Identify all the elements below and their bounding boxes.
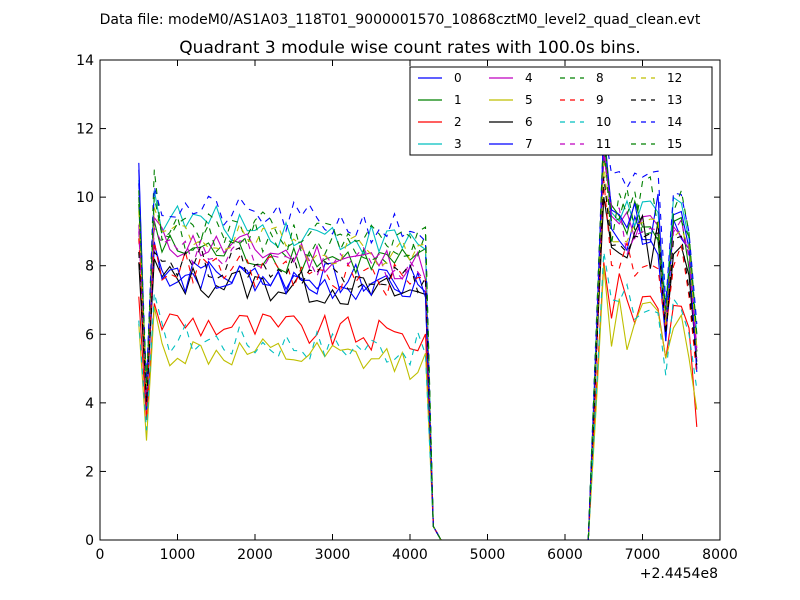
y-tick-label: 10 — [76, 190, 94, 206]
legend-label-11: 11 — [596, 137, 611, 151]
x-tick-label: 3000 — [315, 547, 351, 563]
y-tick-label: 12 — [76, 122, 94, 138]
series-line-10 — [138, 251, 698, 541]
legend-label-12: 12 — [667, 71, 682, 85]
x-tick-label: 1000 — [160, 547, 196, 563]
legend-label-2: 2 — [454, 115, 462, 129]
x-tick-label: 5000 — [470, 547, 506, 563]
legend-box — [409, 66, 713, 156]
y-tick-label: 14 — [76, 53, 94, 69]
legend-label-1: 1 — [454, 93, 462, 107]
y-tick-label: 6 — [85, 327, 94, 343]
x-tick-label: 8000 — [702, 547, 738, 563]
series-line-13 — [138, 176, 698, 541]
legend-label-10: 10 — [596, 115, 611, 129]
legend-label-8: 8 — [596, 71, 604, 85]
legend-label-7: 7 — [525, 137, 533, 151]
series-layer — [138, 125, 698, 541]
chart-title: Quadrant 3 module wise count rates with … — [179, 38, 640, 58]
figure-suptitle: Data file: modeM0/AS1A03_118T01_90000015… — [100, 12, 701, 28]
x-tick-label: 7000 — [625, 547, 661, 563]
series-line-8 — [138, 135, 698, 541]
legend-label-0: 0 — [454, 71, 462, 85]
series-line-2 — [138, 262, 698, 541]
series-line-4 — [138, 145, 698, 541]
series-line-5 — [138, 265, 698, 541]
legend-label-5: 5 — [525, 93, 533, 107]
legend-label-4: 4 — [525, 71, 533, 85]
legend-label-14: 14 — [667, 115, 682, 129]
series-line-14 — [138, 125, 698, 541]
y-tick-label: 4 — [85, 396, 94, 412]
legend-label-3: 3 — [454, 137, 462, 151]
x-offset-label: +2.4454e8 — [640, 566, 718, 582]
x-tick-label: 2000 — [237, 547, 273, 563]
series-line-15 — [138, 125, 698, 541]
legend-label-6: 6 — [525, 115, 533, 129]
series-line-12 — [138, 162, 698, 541]
legend-label-13: 13 — [667, 93, 682, 107]
legend-label-9: 9 — [596, 93, 604, 107]
x-tick-label: 6000 — [547, 547, 583, 563]
tick-layer: 0 1000 2000 3000 4000 5000 6000 7000 80000246810… — [76, 53, 738, 563]
series-line-11 — [138, 155, 698, 541]
y-tick-label: 0 — [85, 533, 94, 549]
x-tick-label: 0 — [96, 547, 105, 563]
y-tick-label: 2 — [85, 464, 94, 480]
x-tick-label: 4000 — [392, 547, 428, 563]
y-tick-label: 8 — [85, 259, 94, 275]
legend-label-15: 15 — [667, 137, 682, 151]
